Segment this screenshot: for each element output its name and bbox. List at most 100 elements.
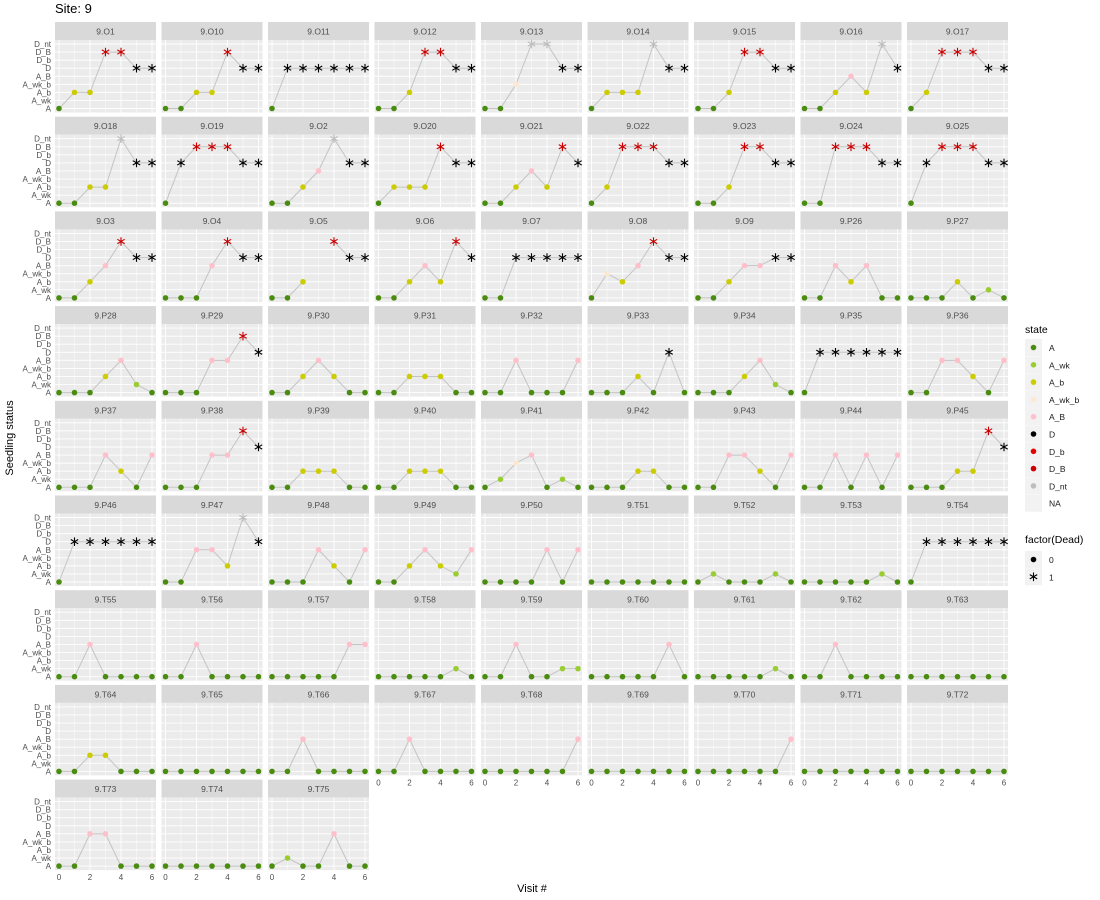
data-point-dead: [527, 253, 536, 262]
data-point: [193, 546, 200, 553]
data-point: [710, 673, 717, 680]
y-tick-label: D: [45, 727, 51, 736]
data-point: [468, 389, 475, 396]
data-point: [801, 484, 808, 491]
data-point-dead: [984, 63, 993, 73]
facet-strip: [694, 306, 795, 325]
facet-panel: 9.T51: [587, 495, 689, 586]
y-tick-label: A: [46, 389, 52, 398]
facet-label: 9.P50: [520, 500, 542, 510]
data-point-dead: [148, 537, 156, 546]
data-point-dead: [787, 63, 795, 73]
data-point: [619, 89, 626, 96]
facet-panel: 9.P47: [161, 495, 263, 586]
data-point: [726, 768, 732, 775]
facet-strip: [587, 211, 689, 230]
data-point: [575, 357, 581, 364]
facet-strip: [800, 590, 902, 609]
y-tick-label: A: [46, 578, 52, 587]
facet-label: 9.O11: [307, 27, 330, 37]
data-point: [741, 373, 748, 380]
data-point: [315, 768, 322, 775]
facet-panel: 9.O23: [694, 116, 795, 208]
data-point: [497, 673, 504, 680]
data-point: [832, 89, 839, 96]
data-point: [726, 89, 732, 96]
data-point: [619, 278, 626, 285]
facet-panel: 9.O10: [161, 22, 263, 113]
data-point: [87, 184, 93, 190]
data-point-dead: [467, 63, 476, 73]
facet-panel: 9.O13: [481, 22, 582, 113]
data-point: [71, 673, 78, 680]
data-point: [710, 484, 717, 491]
facet-label: 9.P34: [733, 311, 755, 321]
legend-swatch: [1030, 413, 1037, 420]
data-point: [695, 105, 701, 112]
data-point-dead: [330, 134, 338, 143]
data-point: [437, 673, 444, 680]
data-point: [87, 484, 93, 491]
facet-strip: [374, 590, 476, 609]
data-point-dead: [527, 39, 536, 49]
data-point: [772, 571, 779, 577]
facet-label: 9.T74: [201, 784, 223, 794]
data-point: [56, 105, 62, 112]
data-point: [133, 484, 140, 491]
x-tick-label: 6: [682, 778, 687, 787]
data-point: [391, 768, 397, 775]
data-point: [375, 389, 382, 396]
data-point: [970, 373, 976, 380]
facet-panel: 9.P34: [694, 306, 795, 397]
x-tick-label: 0: [696, 778, 701, 787]
data-point: [559, 476, 566, 483]
facet-strip: [587, 684, 689, 703]
data-point: [954, 357, 961, 364]
facet-label: 9.T52: [734, 500, 756, 510]
data-point: [284, 295, 291, 301]
data-point: [255, 673, 262, 680]
y-tick-label: D_B: [35, 237, 51, 246]
data-point: [102, 373, 109, 380]
data-point: [422, 468, 428, 474]
y-tick-label: D_B: [35, 427, 51, 436]
data-point: [102, 752, 109, 759]
y-tick-label: A_b: [37, 88, 52, 97]
y-tick-label: D_b: [36, 246, 51, 255]
data-point: [879, 484, 885, 491]
data-point-dead: [208, 142, 216, 152]
data-point: [71, 484, 78, 491]
facet-strip: [694, 400, 795, 419]
facet-label: 9.O9: [735, 216, 754, 226]
y-tick-label: A_b: [37, 562, 52, 571]
x-tick-label: 2: [407, 778, 412, 787]
data-point: [315, 673, 322, 680]
facet-panel: 9.P26: [800, 211, 902, 302]
y-tick-label: A_b: [37, 751, 52, 760]
data-point-dead: [223, 237, 232, 246]
data-point: [559, 579, 566, 585]
data-point-dead: [756, 142, 764, 152]
y-tick-label: A_wk_b: [23, 459, 52, 468]
data-point: [224, 563, 231, 569]
facet-panel: 9.O6: [374, 211, 476, 302]
data-point: [575, 484, 581, 491]
facet-label: 9.O17: [946, 27, 969, 37]
facet-strip: [161, 400, 263, 419]
data-point: [588, 200, 595, 206]
data-point: [695, 579, 701, 585]
data-point: [848, 673, 854, 680]
data-point-dead: [436, 47, 445, 57]
facet-strip: [55, 306, 156, 325]
data-point: [635, 373, 641, 380]
data-point: [681, 484, 688, 491]
y-tick-label: A_wk: [31, 665, 52, 674]
data-point: [149, 768, 155, 775]
facet-strip: [481, 211, 582, 230]
data-point: [497, 105, 504, 112]
data-point-dead: [862, 142, 871, 152]
x-tick-label: 6: [363, 873, 368, 882]
y-tick-label: A: [46, 199, 52, 208]
data-point: [482, 484, 488, 491]
